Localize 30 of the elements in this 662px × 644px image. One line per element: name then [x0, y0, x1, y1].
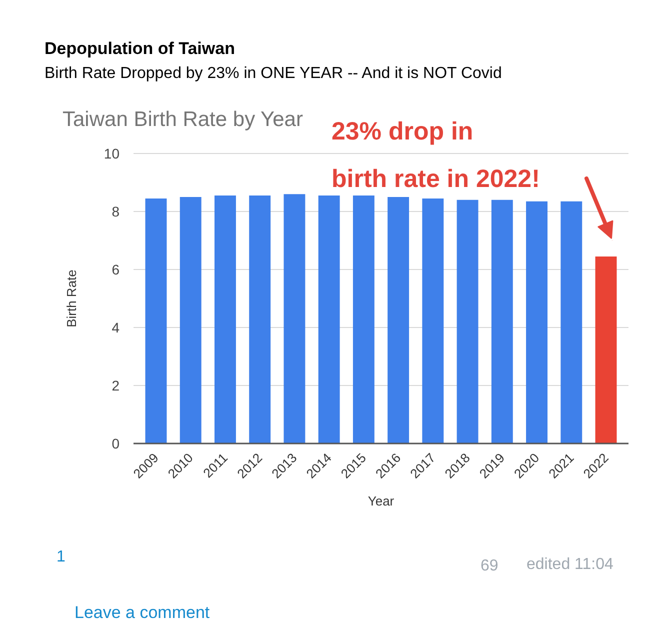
y-tick-label: 4: [112, 320, 120, 336]
bar: [318, 196, 340, 444]
x-axis-title: Year: [368, 493, 395, 508]
bar: [595, 256, 617, 444]
chart-title: Depopulation of Taiwan: [44, 39, 235, 58]
text: Taiwan Birth Rate by Year: [62, 108, 303, 131]
y-tick-label: 2: [112, 378, 120, 394]
bar: [214, 196, 236, 444]
chart-subtitle: Birth Rate Dropped by 23% in ONE YEAR -- And it is NOT Covid: [44, 65, 502, 82]
bar: [284, 194, 306, 444]
text: 1: [56, 548, 66, 566]
text: edited 11:04: [526, 556, 614, 573]
bar: [145, 198, 167, 444]
y-tick-label: 8: [112, 204, 120, 220]
annotation: 23% drop in birth rate in 2022!: [332, 118, 540, 194]
y-tick-label: 0: [112, 436, 120, 452]
bar: [456, 200, 478, 444]
bar: [180, 197, 202, 444]
y-tick-label: 10: [104, 146, 120, 162]
bar: [422, 198, 444, 444]
y-tick-label: 6: [112, 262, 120, 278]
y-axis-title: Birth Rate: [64, 270, 79, 328]
bar: [249, 196, 271, 444]
bar: [526, 201, 548, 444]
bar: [388, 197, 410, 444]
bar: [352, 196, 374, 444]
text: Leave a comment: [74, 603, 210, 622]
text: 69: [480, 558, 498, 574]
bar: [560, 201, 582, 444]
bar: [491, 200, 513, 444]
